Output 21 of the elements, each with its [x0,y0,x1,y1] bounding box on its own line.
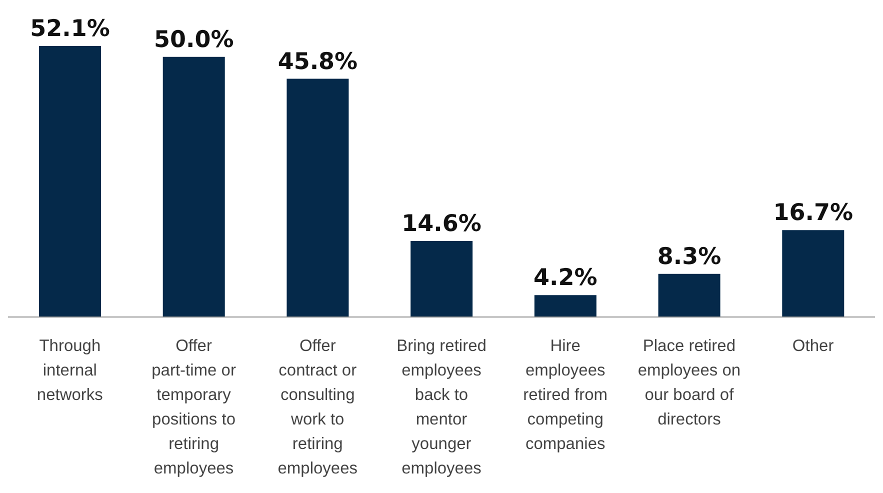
bar [658,274,720,317]
x-tick-label: Bring retired employees back to mentor younger employees [396,337,486,478]
data-label: 14.6% [402,211,482,238]
data-label: 4.2% [534,265,598,292]
data-label: 45.8% [278,48,358,75]
x-tick-label: Offer part-time or temporary positions to retiring employees [152,337,236,478]
bar [286,78,349,317]
data-label: 52.1% [30,16,110,42]
data-label: 50.0% [154,26,234,53]
x-tick-label: Hire employees retired from competing companies [523,337,608,453]
bar [782,230,844,317]
x-tick-label: Through internal networks [36,337,103,404]
bar [410,241,473,317]
bar [534,295,596,317]
bar [162,56,225,317]
data-label: 16.7% [773,200,854,226]
bar [39,46,101,317]
x-tick-label: Place retired employees on our board of directors [638,337,741,428]
x-tick-label: Offer contract or consulting work to retiring employees [278,337,358,478]
x-tick-label: Other [792,337,834,355]
data-label: 8.3% [657,244,722,270]
